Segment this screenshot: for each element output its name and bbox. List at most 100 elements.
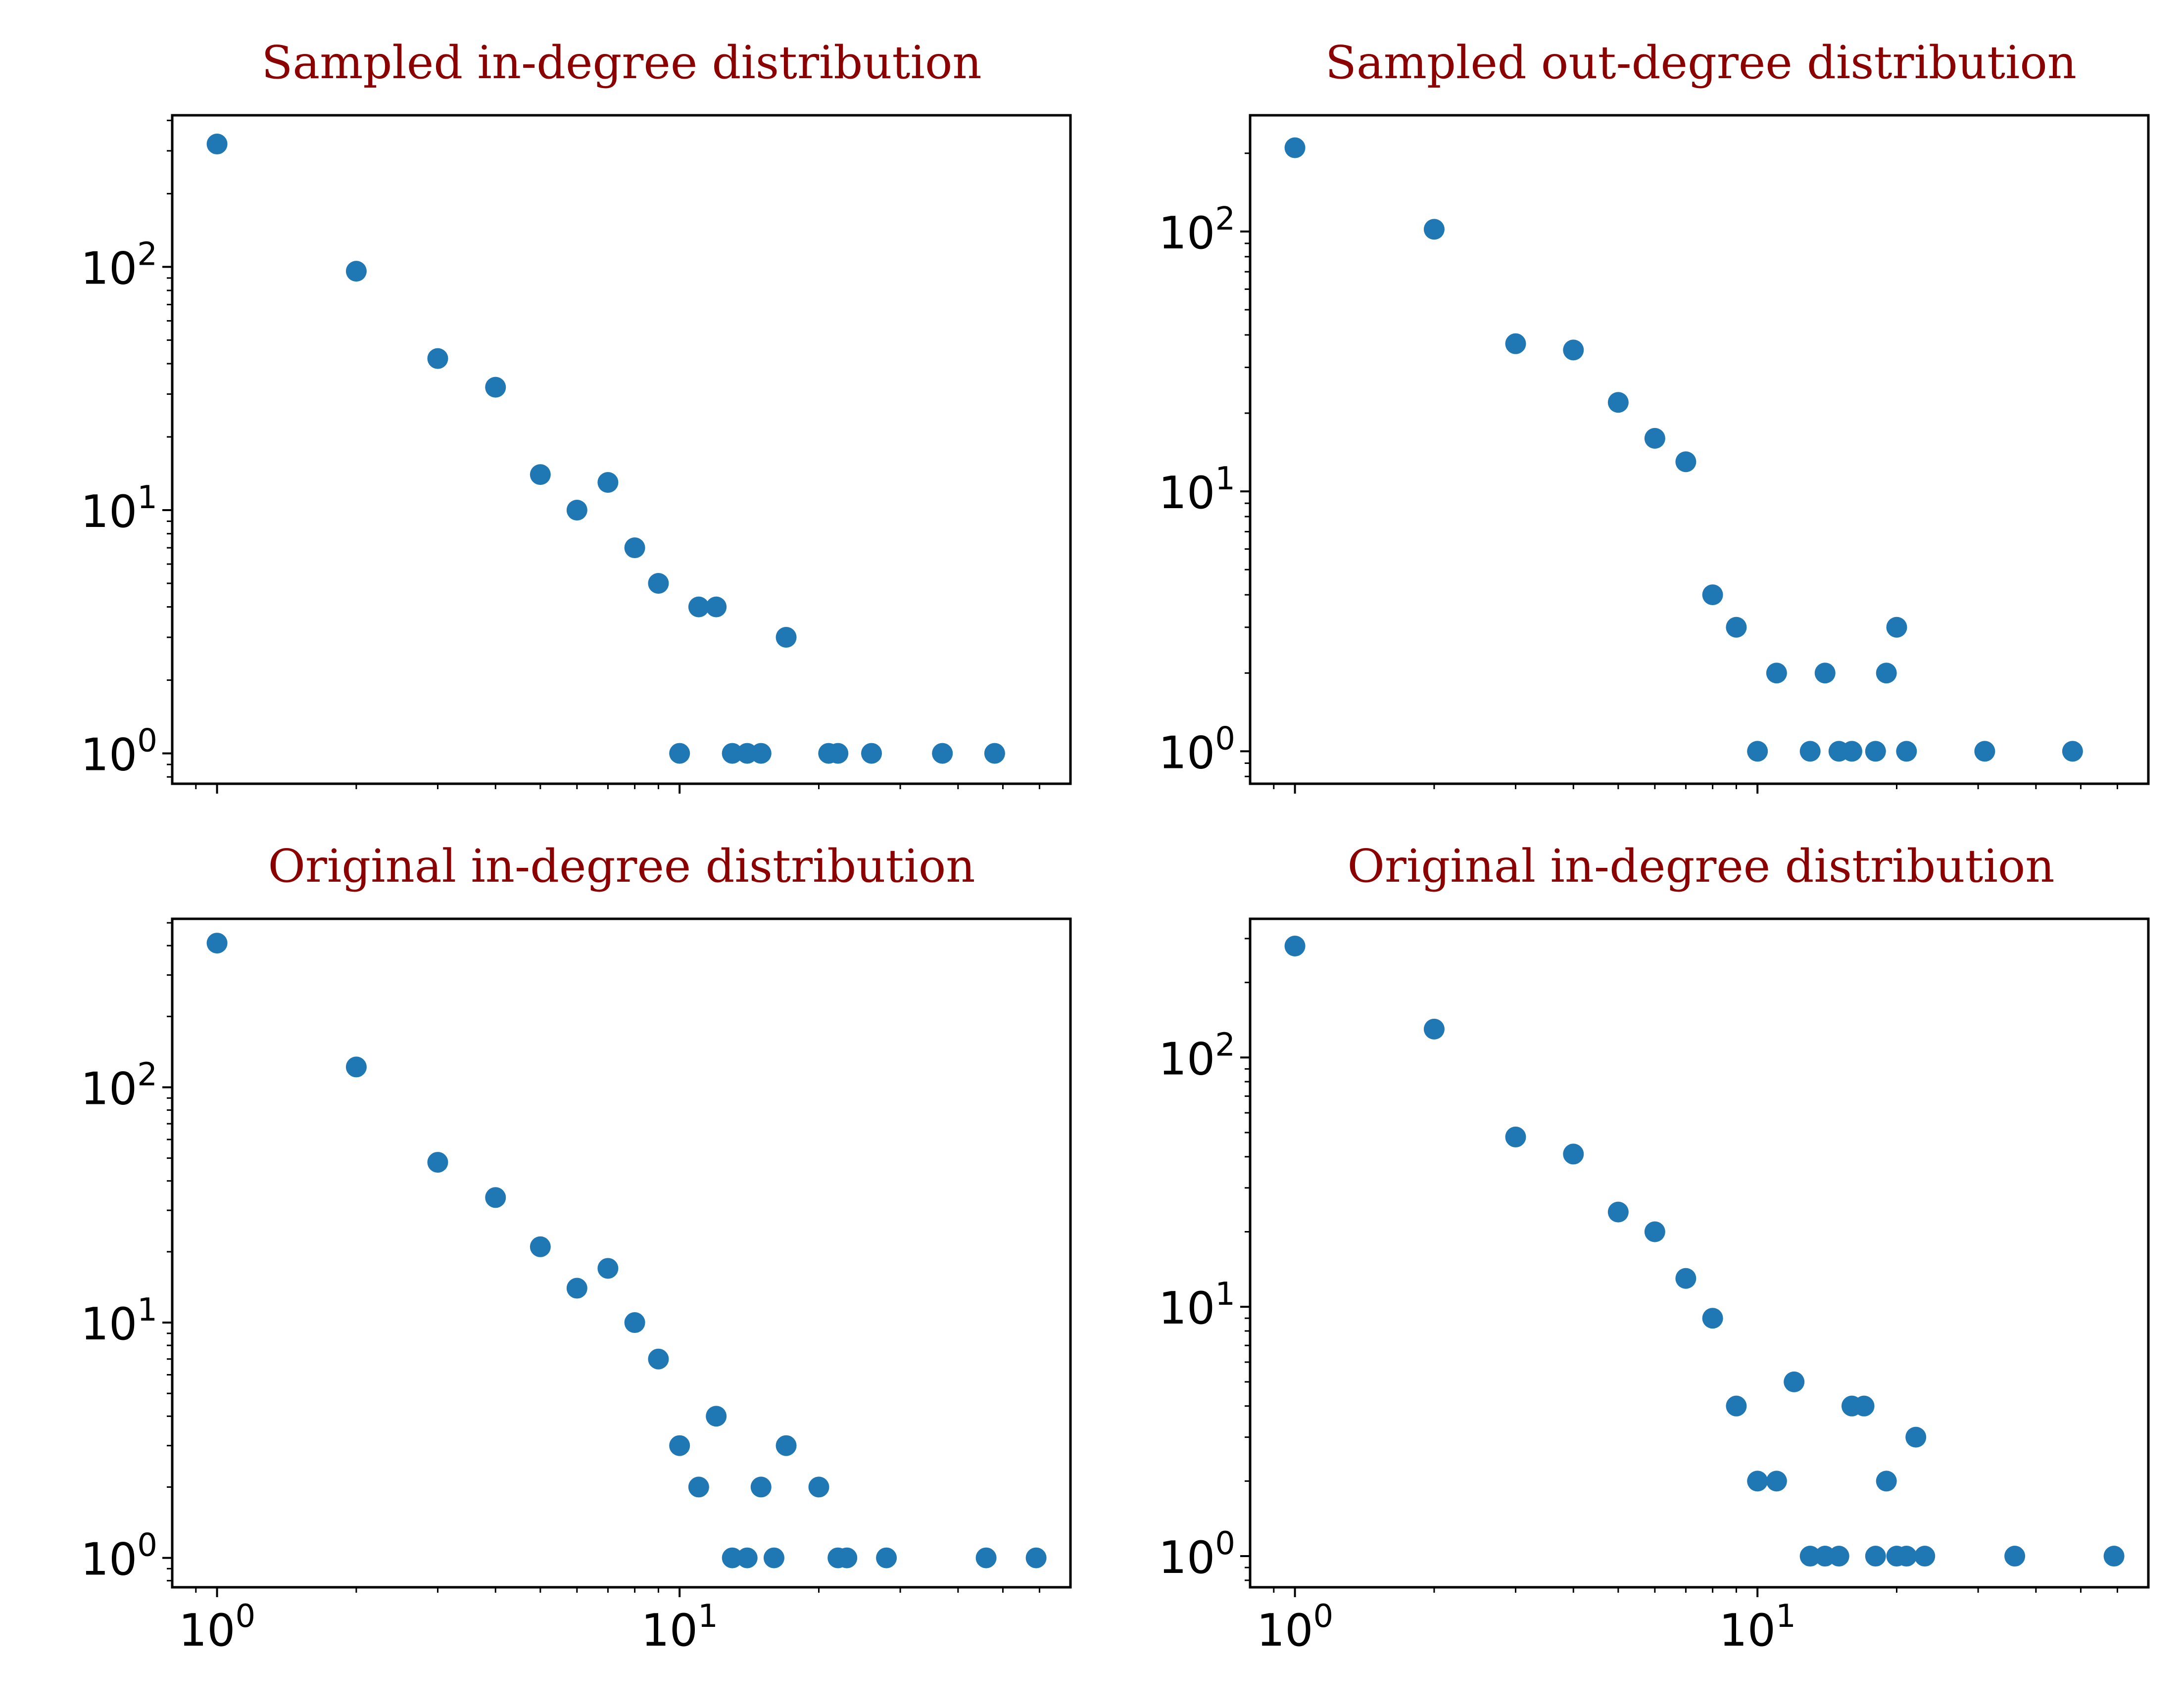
data-point <box>688 1476 709 1498</box>
data-point <box>1905 1426 1927 1448</box>
data-point <box>1896 1546 1917 1567</box>
data-point <box>1814 663 1836 684</box>
data-point <box>669 1435 690 1456</box>
data-point <box>2103 1546 2125 1567</box>
y-tick-label: 100 <box>1159 1525 1235 1584</box>
data-point <box>1675 1268 1697 1289</box>
panel-sampled-out-degree: Sampled out-degree distribution 10010110… <box>1159 36 2150 794</box>
data-point <box>1563 339 1584 361</box>
data-point <box>2004 1546 2026 1567</box>
data-point <box>932 743 953 764</box>
points-layer <box>206 933 1047 1568</box>
data-point <box>808 1476 829 1498</box>
data-point <box>861 743 882 764</box>
data-point <box>624 537 645 559</box>
points-layer <box>1284 137 2083 762</box>
data-point <box>750 1476 772 1498</box>
axes-frame <box>171 114 1072 785</box>
tick-layer: 100 101 102 100 101 <box>1159 938 2118 1657</box>
data-point <box>648 1348 669 1370</box>
tick-layer: 100 101 102 100 101 <box>81 922 1040 1657</box>
y-tick-label: 100 <box>81 1527 157 1586</box>
y-tick-label: 101 <box>81 1292 157 1350</box>
data-point <box>1702 1308 1723 1329</box>
data-point <box>706 1406 727 1427</box>
points-layer <box>206 134 1005 764</box>
axes-frame <box>171 917 1072 1589</box>
tick-layer: 100 101 102 <box>1159 152 2118 794</box>
data-point <box>1726 1395 1747 1417</box>
data-point <box>1784 1371 1805 1392</box>
data-point <box>530 1236 551 1257</box>
data-point <box>836 1547 858 1568</box>
axes-frame <box>1249 917 2150 1589</box>
data-point <box>722 743 743 764</box>
data-point <box>566 1278 587 1299</box>
data-point <box>1505 333 1526 354</box>
data-point <box>1563 1143 1584 1165</box>
data-point <box>1747 1471 1768 1492</box>
data-point <box>1747 741 1768 762</box>
y-tick-label: 101 <box>1159 461 1235 519</box>
panel-original-in-degree-left: Original in-degree distribution 10010110… <box>81 840 1072 1657</box>
data-point <box>1423 1018 1445 1040</box>
data-point <box>876 1547 897 1568</box>
data-point <box>1799 741 1821 762</box>
x-tick-label: 100 <box>1257 1598 1333 1657</box>
data-point <box>750 743 772 764</box>
data-point <box>597 472 619 493</box>
data-point <box>206 134 228 155</box>
data-point <box>1974 741 1995 762</box>
data-point <box>1896 741 1917 762</box>
tick-layer: 100 101 102 <box>81 119 1040 794</box>
data-point <box>1675 451 1697 473</box>
data-point <box>706 596 727 617</box>
data-point <box>688 596 709 617</box>
data-point <box>648 572 669 594</box>
data-point <box>1841 741 1862 762</box>
data-point <box>1607 392 1629 413</box>
y-tick-label: 101 <box>81 479 157 538</box>
data-point <box>345 1056 367 1078</box>
data-point <box>427 1152 448 1173</box>
data-point <box>763 1547 784 1568</box>
data-point <box>1865 741 1886 762</box>
y-tick-label: 102 <box>81 1056 157 1115</box>
panel-title: Sampled out-degree distribution <box>1325 36 2077 89</box>
data-point <box>1876 1471 1897 1492</box>
data-point <box>1025 1547 1047 1568</box>
data-point <box>1914 1546 1936 1567</box>
data-point <box>1865 1546 1886 1567</box>
data-point <box>827 743 849 764</box>
data-point <box>1799 1546 1821 1567</box>
data-point <box>722 1547 743 1568</box>
data-point <box>566 499 587 521</box>
data-point <box>530 464 551 485</box>
panel-original-in-degree-right: Original in-degree distribution 10010110… <box>1159 840 2150 1657</box>
points-layer <box>1284 935 2125 1567</box>
data-point <box>736 1547 758 1568</box>
panel-title: Original in-degree distribution <box>1347 840 2054 893</box>
data-point <box>1853 1395 1875 1417</box>
data-point <box>1702 584 1723 606</box>
data-point <box>776 1435 797 1456</box>
y-tick-label: 100 <box>81 723 157 781</box>
data-point <box>1644 427 1665 449</box>
panel-title: Original in-degree distribution <box>268 840 975 893</box>
data-point <box>1876 663 1897 684</box>
x-tick-label: 101 <box>641 1598 718 1657</box>
data-point <box>1284 935 1306 956</box>
data-point <box>206 933 228 954</box>
data-point <box>1828 1546 1849 1567</box>
data-point <box>485 377 506 398</box>
y-tick-label: 102 <box>1159 201 1235 259</box>
data-point <box>1607 1201 1629 1223</box>
data-point <box>1423 219 1445 240</box>
data-point <box>776 627 797 648</box>
data-point <box>624 1312 645 1333</box>
data-point <box>1644 1221 1665 1242</box>
x-tick-label: 100 <box>179 1598 255 1657</box>
data-point <box>2062 741 2083 762</box>
data-point <box>1766 1471 1787 1492</box>
